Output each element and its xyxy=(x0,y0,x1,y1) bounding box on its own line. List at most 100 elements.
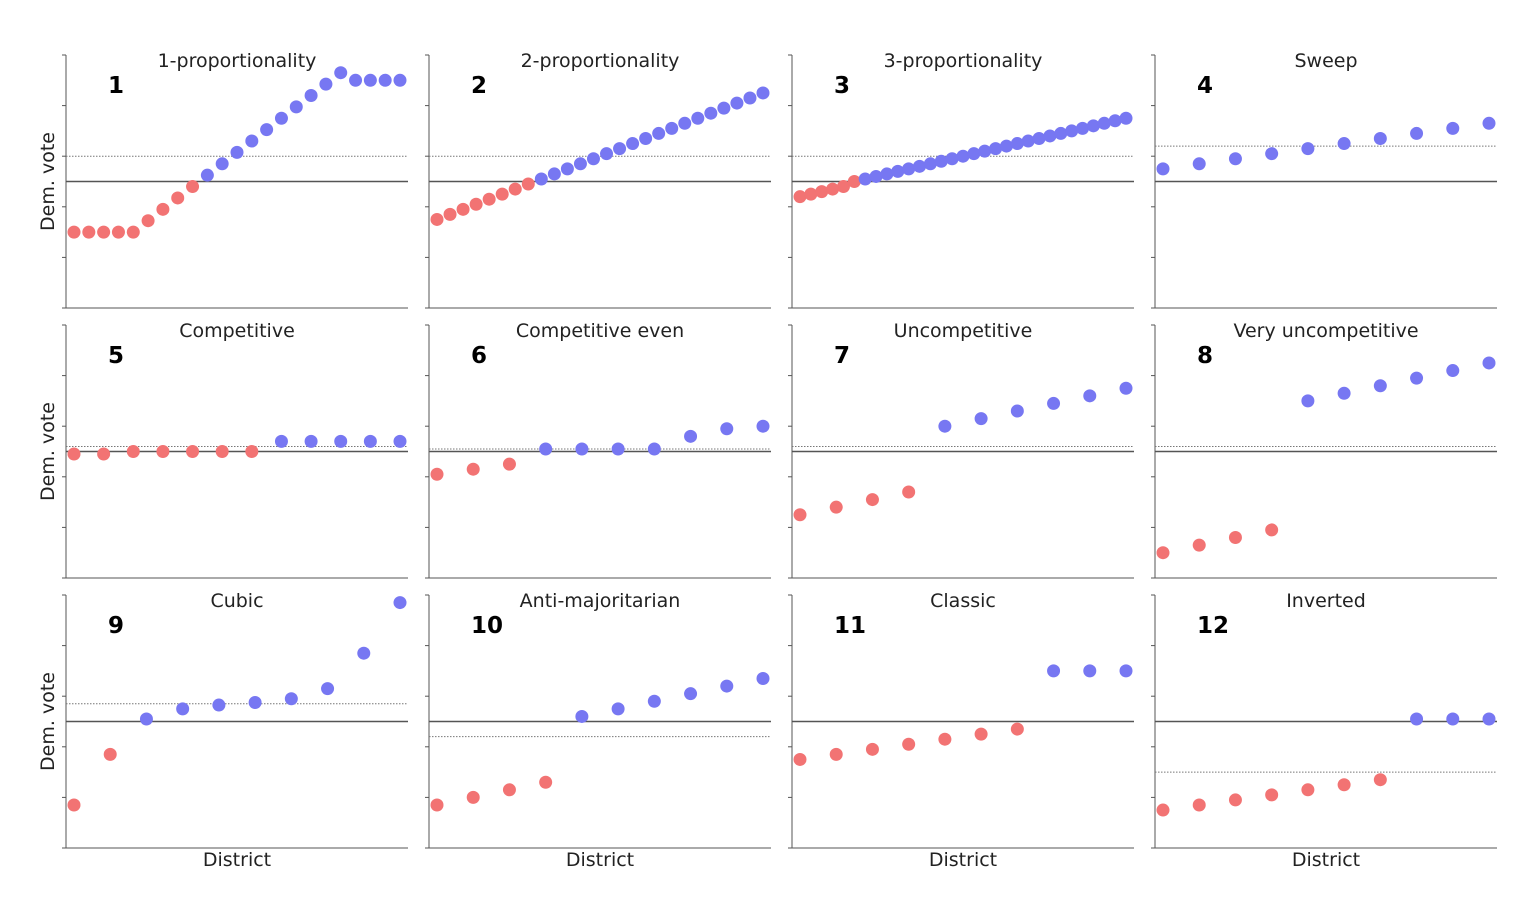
district-point xyxy=(743,91,757,105)
district-point xyxy=(1410,126,1424,140)
district-point xyxy=(989,142,1003,156)
district-point xyxy=(880,167,894,181)
district-point xyxy=(1010,722,1024,736)
district-point xyxy=(974,412,988,426)
district-point xyxy=(521,177,535,191)
district-point xyxy=(847,175,861,188)
district-point xyxy=(967,147,981,161)
district-point xyxy=(97,225,111,239)
district-point xyxy=(1373,131,1387,145)
district-point xyxy=(547,167,561,181)
panel-title: Competitive xyxy=(179,320,295,342)
panel-10: Anti-majoritarian 10 District xyxy=(425,590,771,871)
district-point xyxy=(539,775,553,789)
district-point xyxy=(495,187,509,201)
district-point xyxy=(200,168,214,182)
district-point xyxy=(1265,788,1279,802)
district-point xyxy=(141,214,155,228)
panel-11: Classic 11 District xyxy=(788,590,1134,871)
district-point xyxy=(176,702,190,716)
panel-number: 2 xyxy=(471,73,487,99)
district-point xyxy=(1086,119,1100,133)
district-point xyxy=(212,698,226,712)
district-point xyxy=(560,162,574,176)
district-point xyxy=(156,445,170,458)
district-point xyxy=(215,157,229,171)
district-point xyxy=(67,225,81,239)
district-point xyxy=(575,709,589,723)
district-point xyxy=(1065,124,1079,138)
district-point xyxy=(260,123,274,137)
district-point xyxy=(826,182,840,196)
district-point xyxy=(730,96,744,110)
x-axis-label: District xyxy=(203,849,271,871)
district-point xyxy=(393,73,407,87)
district-point xyxy=(756,86,770,100)
district-point xyxy=(1228,793,1242,807)
panel-title: Uncompetitive xyxy=(894,320,1033,342)
district-point xyxy=(1156,803,1170,817)
district-point xyxy=(793,752,807,766)
district-point xyxy=(289,100,303,114)
district-point xyxy=(999,139,1013,153)
district-point xyxy=(469,197,483,211)
district-point xyxy=(186,445,200,458)
panel-number: 3 xyxy=(834,73,850,99)
district-point xyxy=(626,137,640,151)
panel-title: Cubic xyxy=(210,590,263,612)
x-axis-label: District xyxy=(929,849,997,871)
district-point xyxy=(319,77,333,91)
district-point xyxy=(393,596,407,610)
district-point xyxy=(611,702,625,716)
panel-2: 2-proportionality 2 xyxy=(425,50,771,309)
district-point xyxy=(865,742,879,756)
district-point xyxy=(67,798,81,812)
panel-3: 3-proportionality 3 xyxy=(788,50,1134,309)
district-point xyxy=(67,447,81,461)
district-point xyxy=(720,422,734,436)
district-point xyxy=(836,180,850,194)
district-point xyxy=(349,73,363,87)
y-axis-label: Dem. vote xyxy=(37,132,59,231)
district-point xyxy=(430,212,444,226)
district-point xyxy=(613,142,627,156)
district-point xyxy=(902,162,916,176)
district-point xyxy=(923,157,937,171)
panel-5: Competitive 5 Dem. vote xyxy=(37,320,408,579)
district-point xyxy=(1047,664,1061,678)
district-point xyxy=(378,73,392,87)
district-point xyxy=(586,152,600,166)
district-point xyxy=(869,169,883,183)
district-point xyxy=(539,442,553,456)
district-point xyxy=(684,687,698,701)
panel-title: Anti-majoritarian xyxy=(520,590,681,612)
district-point xyxy=(156,202,170,216)
district-point xyxy=(1192,798,1206,812)
district-point xyxy=(974,727,988,741)
district-point xyxy=(611,442,625,456)
district-point xyxy=(978,144,992,158)
district-point xyxy=(1228,531,1242,545)
panel-title: Competitive even xyxy=(516,320,684,342)
district-point xyxy=(1228,152,1242,166)
district-point xyxy=(1373,379,1387,393)
district-point xyxy=(913,159,927,173)
district-point xyxy=(284,692,298,706)
district-point xyxy=(245,134,259,148)
y-axis-label: Dem. vote xyxy=(37,402,59,501)
district-point xyxy=(1301,394,1315,408)
district-point xyxy=(756,671,770,685)
district-point xyxy=(126,445,140,458)
district-point xyxy=(1156,546,1170,560)
district-point xyxy=(1337,778,1351,792)
district-point xyxy=(502,457,516,471)
district-point xyxy=(430,798,444,812)
district-point xyxy=(1446,712,1460,726)
district-point xyxy=(1119,381,1133,395)
district-point xyxy=(1076,121,1090,135)
panel-number: 1 xyxy=(108,73,124,99)
district-point xyxy=(1482,116,1496,130)
district-point xyxy=(1097,116,1111,130)
district-point xyxy=(902,485,916,499)
